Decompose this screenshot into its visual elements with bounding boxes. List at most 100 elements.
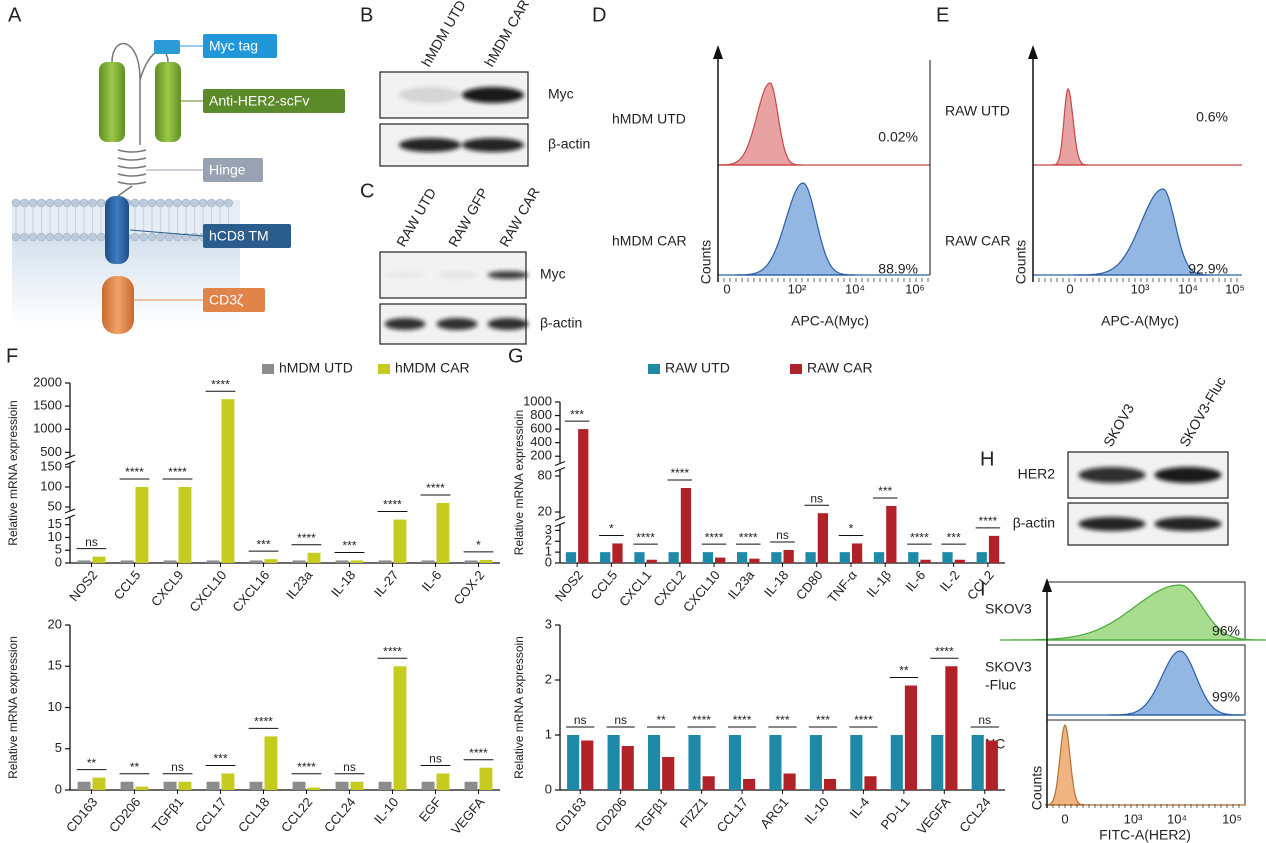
significance-label: *** bbox=[816, 713, 830, 727]
x-tick-label: IL-1β bbox=[863, 567, 894, 600]
significance-label: *** bbox=[947, 530, 961, 544]
y-axis-label: Relative mRNA expressoin bbox=[512, 636, 526, 779]
x-tick-label: IL-6 bbox=[902, 567, 928, 594]
bar bbox=[249, 781, 263, 790]
panel-label: A bbox=[8, 4, 22, 26]
x-tick-label: CD80 bbox=[793, 567, 826, 602]
blot-lane-label: RAW GFP bbox=[445, 185, 491, 249]
sample-name: SKOV3 bbox=[985, 659, 1032, 675]
x-tick-label: CCL24 bbox=[956, 794, 994, 835]
blot-row-label: β-actin bbox=[548, 136, 590, 152]
x-tick-label: IL23a bbox=[283, 567, 316, 602]
blot-lane-label: RAW UTD bbox=[393, 185, 439, 249]
y-tick-label: 20 bbox=[48, 616, 62, 631]
sample-name: RAW UTD bbox=[945, 103, 1010, 119]
bar bbox=[77, 560, 91, 563]
sample-name: hMDM UTD bbox=[612, 111, 686, 127]
y-tick-label: 15 bbox=[48, 516, 62, 531]
connector bbox=[129, 229, 204, 237]
bar bbox=[249, 560, 263, 563]
axis-break bbox=[64, 454, 76, 460]
lipid-head bbox=[62, 232, 72, 242]
lipid-head bbox=[71, 198, 80, 208]
bar bbox=[135, 786, 149, 790]
x-tick-label: IL-18 bbox=[761, 567, 792, 599]
bar bbox=[805, 552, 816, 563]
lipid-head bbox=[190, 232, 199, 242]
lipid-head bbox=[28, 232, 38, 242]
bar bbox=[221, 773, 235, 790]
x-tick-label: 10⁴ bbox=[1167, 811, 1187, 826]
percent-label: 96% bbox=[1212, 623, 1240, 639]
sample-name: RAW CAR bbox=[945, 233, 1011, 249]
y-tick-label: 15 bbox=[48, 658, 62, 673]
axis-break bbox=[64, 514, 76, 520]
x-tick-label: 0 bbox=[723, 281, 730, 296]
legend-label: RAW CAR bbox=[807, 360, 873, 376]
lipid-head bbox=[45, 232, 55, 242]
myc-tag bbox=[154, 40, 180, 54]
lipid-head bbox=[88, 198, 97, 208]
significance-label: **** bbox=[733, 713, 752, 727]
x-tick-label: NOS2 bbox=[66, 567, 100, 604]
x-tick-label: TGFβ1 bbox=[149, 794, 187, 835]
bar bbox=[634, 552, 645, 563]
y-tick-label: 80 bbox=[538, 467, 552, 482]
bar bbox=[942, 552, 953, 563]
bar bbox=[206, 781, 220, 790]
legend-swatch bbox=[790, 364, 802, 374]
bar bbox=[646, 559, 657, 563]
bar bbox=[809, 735, 822, 790]
bar bbox=[565, 552, 577, 563]
y-tick-label: 400 bbox=[530, 434, 552, 449]
bar bbox=[92, 556, 106, 563]
significance-label: **** bbox=[211, 377, 230, 391]
bar bbox=[607, 735, 620, 790]
bar bbox=[621, 746, 634, 790]
lipid-head bbox=[88, 232, 97, 242]
significance-label: ns bbox=[978, 713, 991, 727]
legend-label: RAW UTD bbox=[665, 360, 730, 376]
y-axis-label: Relative mRNA expressioin bbox=[512, 410, 526, 555]
significance-label: ns bbox=[574, 713, 587, 727]
x-tick-label: EGF bbox=[416, 794, 445, 824]
significance-label: ** bbox=[87, 756, 97, 770]
label-box bbox=[203, 158, 263, 182]
axis-break bbox=[554, 521, 566, 528]
lipid-head bbox=[190, 198, 199, 208]
significance-label: * bbox=[849, 522, 854, 536]
x-tick-label: 10⁵ bbox=[1222, 811, 1242, 826]
bar bbox=[648, 735, 661, 790]
blot-lane-label: SKOV3-Fluc bbox=[1176, 374, 1229, 449]
bar bbox=[479, 559, 493, 563]
cd3z bbox=[102, 276, 134, 334]
bar bbox=[783, 549, 794, 563]
significance-label: **** bbox=[636, 530, 655, 544]
bar bbox=[702, 552, 714, 563]
x-tick-label: CCL17 bbox=[192, 794, 230, 835]
y-tick-label: 5 bbox=[55, 740, 62, 755]
bar bbox=[839, 552, 850, 563]
x-tick-label: CCL22 bbox=[278, 794, 316, 835]
y-tick-label: 1000 bbox=[33, 421, 62, 436]
sample-name: -Fluc bbox=[985, 677, 1016, 693]
y-tick-label: 1000 bbox=[523, 393, 552, 408]
bar bbox=[931, 735, 944, 790]
significance-label: ** bbox=[130, 760, 140, 774]
bar bbox=[668, 552, 679, 563]
bar bbox=[77, 781, 91, 790]
x-tick-label: COX-2 bbox=[450, 567, 487, 607]
legend-label: hMDM UTD bbox=[279, 360, 353, 376]
significance-label: ns bbox=[776, 528, 789, 542]
x-tick-label: CXCL16 bbox=[229, 567, 272, 614]
bar bbox=[393, 519, 407, 563]
histogram bbox=[735, 182, 855, 276]
y-axis-label: Counts bbox=[1029, 766, 1045, 810]
x-tick-label: CCL18 bbox=[235, 794, 273, 835]
significance-label: **** bbox=[125, 465, 144, 479]
bar bbox=[904, 685, 917, 790]
x-tick-label: IL-4 bbox=[846, 794, 872, 821]
bar bbox=[864, 776, 877, 790]
bar bbox=[743, 779, 756, 790]
scfv-right bbox=[155, 62, 181, 142]
